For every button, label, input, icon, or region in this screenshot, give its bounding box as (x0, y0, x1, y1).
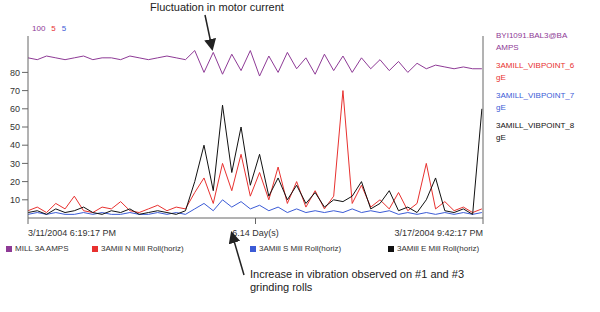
html-text:3AMill E Mill Roll(horiz): 3AMill E Mill Roll(horiz) (397, 244, 480, 253)
svg-text:3/11/2004 6:19:17 PM: 3/11/2004 6:19:17 PM (28, 228, 116, 238)
svg-text:6.14 Day(s): 6.14 Day(s) (232, 228, 279, 238)
html-text:3AMill S Mill Roll(horiz): 3AMill S Mill Roll(horiz) (259, 244, 342, 253)
svg-text:40: 40 (10, 140, 20, 150)
html-text:Fluctuation in motor current: Fluctuation in motor current (150, 1, 284, 13)
svg-text:80: 80 (10, 68, 20, 78)
html-text:BYI1091.BAL3@BA: BYI1091.BAL3@BA (496, 31, 568, 40)
svg-text:30: 30 (10, 159, 20, 169)
svg-text:70: 70 (10, 86, 20, 96)
svg-text:50: 50 (10, 122, 20, 132)
html-text:gE: gE (496, 133, 506, 142)
html-text:3AMILL_VIBPOINT_7: 3AMILL_VIBPOINT_7 (496, 91, 575, 100)
svg-text:60: 60 (10, 104, 20, 114)
html-text:gE: gE (496, 73, 506, 82)
html-text:gE: gE (496, 103, 506, 112)
html-text:3AMill N Mill Roll(horiz): 3AMill N Mill Roll(horiz) (101, 244, 184, 253)
svg-text:10: 10 (10, 195, 20, 205)
html-text:Increase in vibration observed: Increase in vibration observed on #1 and… (250, 268, 464, 293)
html-text:100: 100 (32, 24, 46, 33)
svg-text:3/17/2004 9:42:17 PM: 3/17/2004 9:42:17 PM (394, 228, 483, 238)
html-text:MILL 3A AMPS: MILL 3A AMPS (15, 244, 69, 253)
html-text:3AMILL_VIBPOINT_6: 3AMILL_VIBPOINT_6 (496, 61, 575, 70)
html-text:5: 5 (51, 24, 56, 33)
html-text:3AMILL_VIBPOINT_8: 3AMILL_VIBPOINT_8 (496, 121, 575, 130)
svg-text:20: 20 (10, 177, 20, 187)
html-text:AMPS: AMPS (496, 43, 519, 52)
html-text:5: 5 (61, 24, 67, 33)
